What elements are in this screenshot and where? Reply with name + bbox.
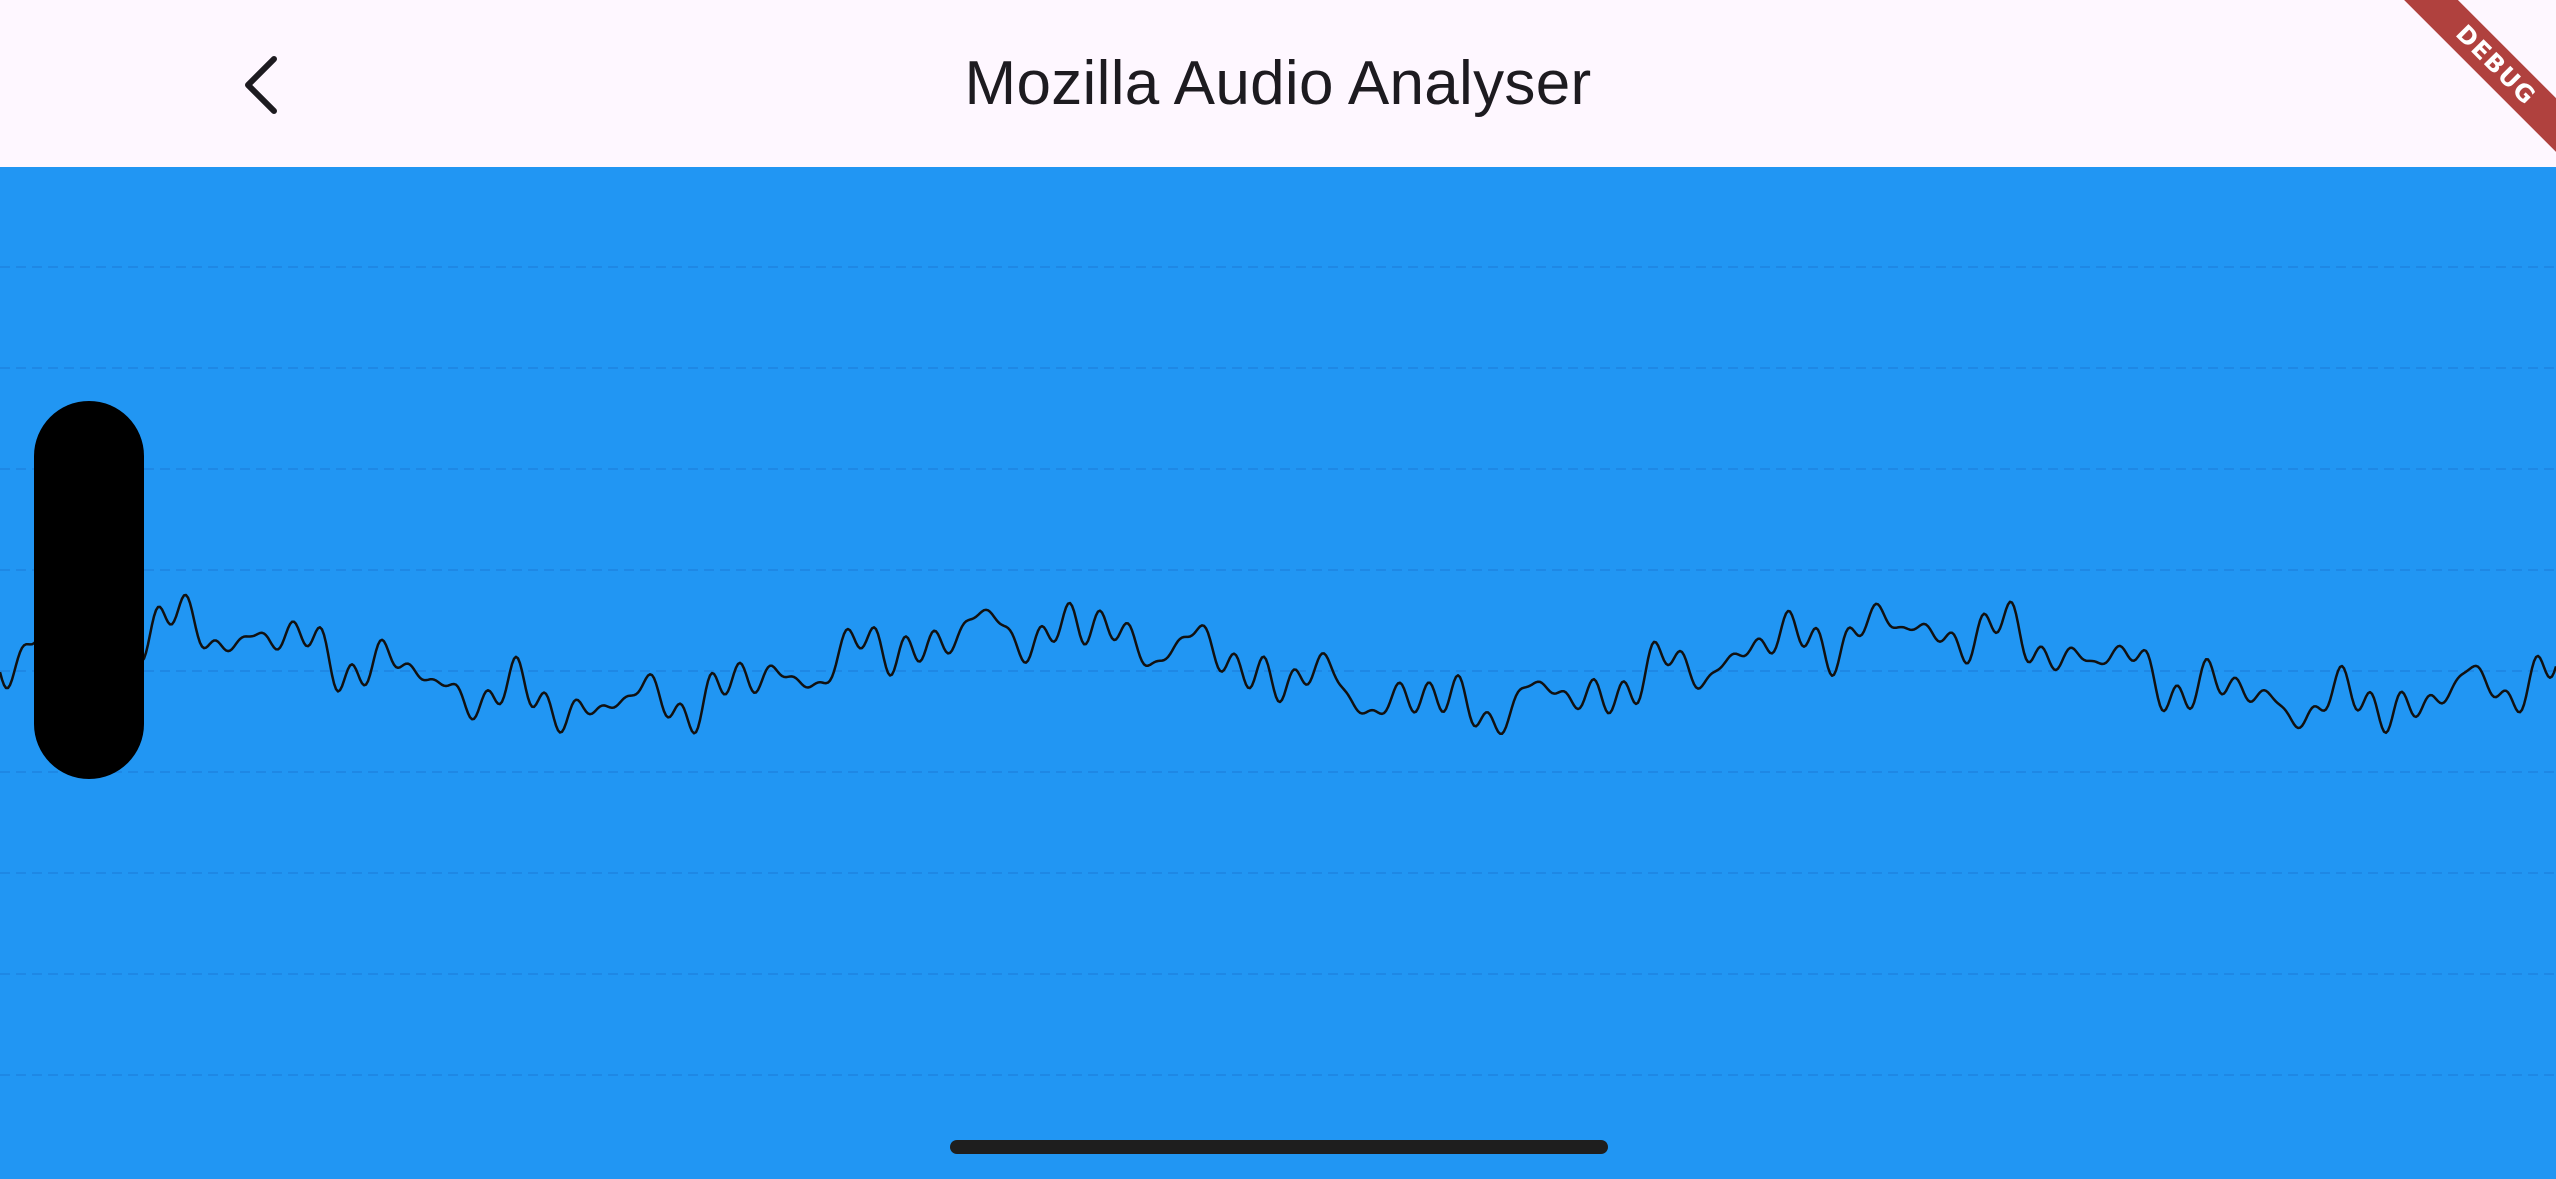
waveform-line	[0, 593, 2556, 736]
back-button[interactable]	[218, 43, 302, 127]
audio-visualizer[interactable]	[0, 167, 2556, 1179]
app-bar: Mozilla Audio Analyser DEBUG	[0, 0, 2556, 170]
home-indicator[interactable]	[950, 1140, 1608, 1154]
scrubber-handle[interactable]	[34, 401, 144, 779]
waveform-chart	[0, 266, 2556, 1076]
chevron-left-icon	[245, 56, 277, 114]
page-title: Mozilla Audio Analyser	[964, 49, 1592, 118]
